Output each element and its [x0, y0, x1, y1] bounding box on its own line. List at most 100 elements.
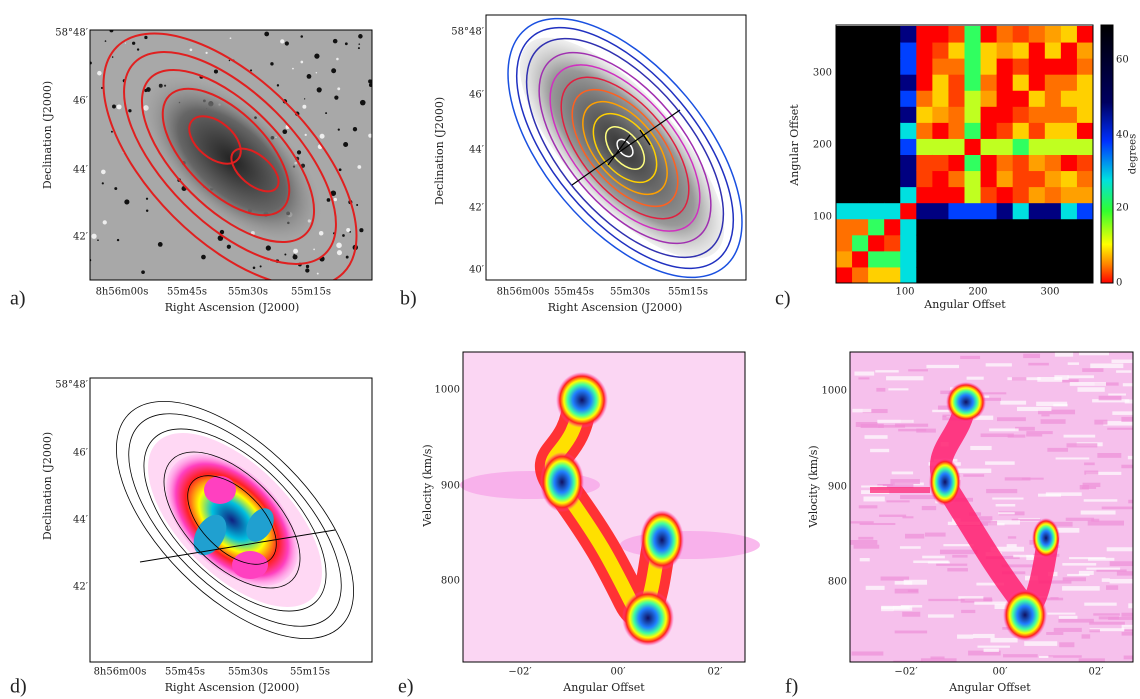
noise	[973, 392, 1007, 395]
cell	[868, 58, 885, 75]
cell	[980, 234, 998, 252]
star	[337, 87, 341, 91]
star	[302, 104, 307, 109]
noise	[898, 428, 927, 432]
cell	[1076, 218, 1094, 236]
cell	[852, 186, 869, 204]
star	[356, 203, 359, 206]
cell	[900, 42, 917, 59]
cell	[916, 218, 933, 236]
cell	[996, 106, 1014, 123]
panel-label: c)	[775, 288, 791, 310]
noise	[957, 634, 974, 639]
noise	[947, 568, 968, 572]
star	[270, 62, 274, 66]
star	[264, 31, 270, 37]
noise	[1091, 518, 1100, 522]
star	[325, 112, 328, 114]
noise	[1045, 492, 1082, 496]
star	[358, 34, 363, 39]
cell	[1060, 218, 1078, 236]
star	[280, 39, 285, 44]
star	[345, 255, 349, 259]
cell	[900, 202, 917, 220]
star	[116, 238, 120, 242]
noise	[1128, 603, 1133, 609]
cell	[996, 218, 1014, 236]
star	[284, 253, 287, 256]
cell	[884, 74, 901, 91]
noise	[1132, 660, 1133, 662]
colorbar-tick-label: 40	[1116, 130, 1129, 141]
star	[313, 248, 315, 251]
y-tick-label: 58°48′	[451, 27, 484, 38]
cell	[900, 186, 917, 204]
cell	[916, 138, 933, 155]
noise	[853, 544, 880, 549]
cell	[1044, 234, 1062, 252]
panel-label: f)	[785, 676, 798, 698]
y-tick-label: 44′	[469, 145, 485, 156]
cell	[932, 122, 949, 139]
cell	[868, 170, 885, 188]
cell	[852, 42, 869, 59]
cell	[964, 170, 982, 188]
cell	[916, 250, 933, 268]
x-tick-label: 55m30s	[228, 287, 268, 298]
cell	[996, 234, 1014, 252]
cell	[980, 202, 998, 220]
star	[316, 272, 319, 275]
cell	[884, 234, 901, 252]
star	[101, 182, 104, 185]
noise	[894, 581, 913, 585]
noise	[1094, 382, 1119, 386]
cell	[916, 154, 933, 172]
cell	[980, 58, 998, 75]
cell	[964, 58, 982, 75]
noise	[870, 448, 890, 453]
cell	[996, 26, 1014, 43]
cell	[916, 186, 933, 204]
noise	[920, 658, 957, 662]
star	[100, 86, 104, 89]
cell	[964, 74, 982, 91]
cell	[900, 58, 917, 75]
star	[110, 130, 113, 133]
cell	[1012, 186, 1030, 204]
x-tick-label: 8h56m00s	[96, 287, 149, 298]
noise	[875, 370, 899, 373]
cell	[1028, 26, 1046, 43]
noise	[894, 588, 919, 594]
cell	[836, 122, 853, 139]
frame	[835, 24, 1094, 284]
noise	[893, 660, 923, 662]
noise	[960, 355, 981, 360]
noise	[1103, 421, 1133, 426]
y-tick-label: 42′	[73, 232, 89, 243]
noise	[1084, 462, 1095, 466]
cell	[964, 250, 982, 268]
cell	[1012, 234, 1030, 252]
star	[292, 67, 294, 70]
star	[359, 228, 364, 233]
noise	[894, 630, 928, 634]
noise	[1069, 382, 1106, 386]
cell	[852, 266, 869, 284]
noise	[978, 516, 993, 521]
noise	[983, 648, 999, 652]
noise	[1109, 561, 1133, 567]
cell	[852, 250, 869, 268]
cell	[980, 218, 998, 236]
star	[300, 35, 304, 38]
cell	[916, 202, 933, 220]
cell	[1060, 106, 1078, 123]
noise	[1088, 557, 1115, 561]
noise	[908, 369, 928, 372]
cell	[1012, 266, 1030, 284]
cell	[916, 122, 933, 139]
cell	[916, 42, 933, 59]
cell	[868, 202, 885, 220]
cell	[868, 26, 885, 43]
noise	[1111, 359, 1133, 364]
x-tick-label: −02′	[508, 667, 532, 678]
